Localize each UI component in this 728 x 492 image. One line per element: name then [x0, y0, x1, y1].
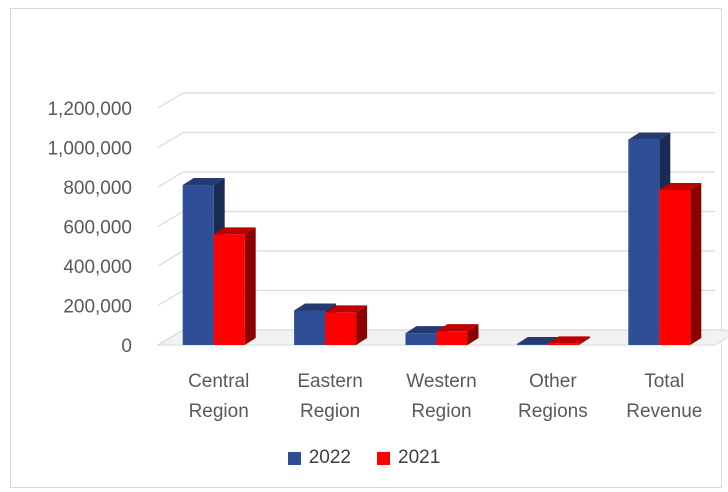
bar-top [436, 324, 479, 332]
gridline-side [157, 329, 184, 346]
gridline-side [157, 250, 184, 267]
y-tick-label: 1,200,000 [47, 99, 132, 120]
chart-frame [10, 8, 722, 488]
bar-top [547, 336, 590, 344]
x-tick-label: Region [300, 401, 360, 422]
y-tick-label: 1,000,000 [47, 139, 132, 160]
x-tick-label: Western [406, 371, 476, 392]
bar-front [325, 312, 357, 345]
bar-front [213, 234, 245, 345]
bar-front [547, 343, 579, 345]
x-tick-label: Other [529, 371, 577, 392]
x-tick-label: Region [411, 401, 471, 422]
y-tick-label: 0 [121, 336, 132, 357]
bar-side [578, 336, 590, 345]
legend-swatch-2021 [377, 451, 390, 465]
x-tick-label: Revenue [626, 401, 702, 422]
gridline-side [157, 131, 184, 149]
gridline-side [157, 92, 184, 109]
legend-swatch-2022 [287, 451, 301, 465]
x-tick-label: Regions [518, 401, 588, 422]
legend-item-2022: 2022 [287, 447, 351, 469]
bar-front [659, 189, 691, 345]
y-tick-label: 600,000 [63, 218, 132, 239]
bar [547, 336, 590, 345]
bar [659, 182, 702, 345]
bar-front [405, 333, 437, 345]
bar-side [690, 182, 702, 345]
bar-top [325, 305, 368, 313]
gridline-side [157, 289, 184, 307]
y-tick-label: 800,000 [63, 178, 132, 199]
bar-top [628, 132, 671, 140]
y-tick-label: 400,000 [63, 257, 132, 278]
bar-top [516, 337, 559, 345]
bar-side [356, 305, 368, 345]
bar-front [628, 139, 660, 345]
x-tick-label: Total [644, 371, 684, 392]
gridline-side [157, 171, 184, 188]
bar [325, 305, 368, 345]
x-tick-label: Central [188, 371, 249, 392]
bar-side [467, 324, 479, 345]
bar [436, 324, 479, 345]
bar-front [182, 185, 214, 345]
x-tick-label: Eastern [297, 371, 362, 392]
x-tick-label: Region [189, 401, 249, 422]
legend-item-2021: 2021 [377, 447, 440, 469]
bar-top [182, 178, 225, 186]
bar-top [213, 227, 256, 235]
legend-label-2021: 2021 [398, 447, 441, 468]
bar-top [659, 182, 702, 190]
bar-front [516, 344, 548, 346]
legend-label-2022: 2022 [308, 447, 351, 468]
legend: 2022 2021 [0, 447, 728, 469]
bar-side [244, 227, 256, 345]
bar [213, 227, 256, 345]
bar-front [436, 331, 468, 345]
bar-front [294, 310, 326, 345]
gridline-side [157, 210, 184, 228]
bar-top [294, 303, 337, 311]
y-tick-label: 200,000 [63, 297, 132, 318]
